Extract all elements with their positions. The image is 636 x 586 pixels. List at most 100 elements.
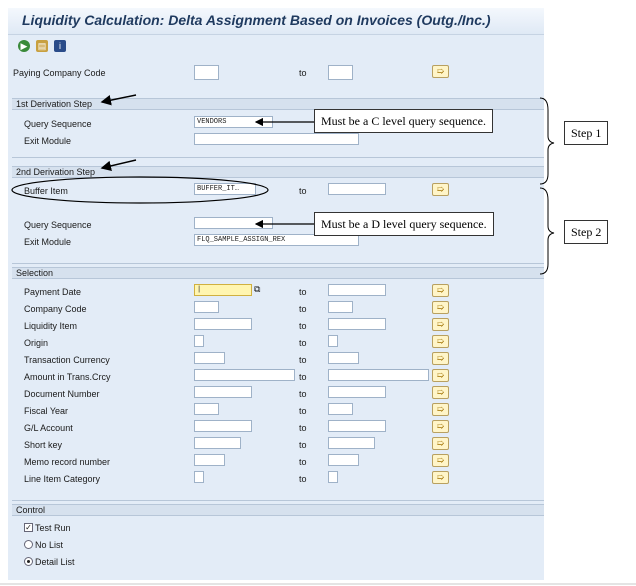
fiscal-year-to-input[interactable] [328,403,353,415]
detail-list-label: Detail List [35,557,75,567]
transaction-currency-from-input[interactable] [194,352,225,364]
to-label: to [299,423,307,433]
line-item-category-label: Line Item Category [24,474,101,484]
payment-date-from-input[interactable]: | [194,284,252,296]
query-sequence-input[interactable]: VENDORS [194,116,273,128]
step2-section-header: 2nd Derivation Step [12,166,544,178]
to-label: to [299,389,307,399]
memo-record-number-from-input[interactable] [194,454,225,466]
variant-icon[interactable]: ▤ [36,40,48,52]
amount-from-input[interactable] [194,369,295,381]
paying-company-label: Paying Company Code [13,68,106,78]
callout-c-level: Must be a C level query sequence. [314,109,493,133]
buffer-item-from-input[interactable]: BUFFER_IT… [194,183,256,195]
to-label: to [299,440,307,450]
payment-date-label: Payment Date [24,287,82,297]
buffer-item-to-input[interactable] [328,183,386,195]
company-code-to-input[interactable] [328,301,353,313]
info-icon[interactable]: i [54,40,66,52]
to-label: to [299,287,307,297]
exit-module-label: Exit Module [24,136,72,146]
selection-group [12,279,544,501]
short-key-from-input[interactable] [194,437,241,449]
origin-from-input[interactable] [194,335,204,347]
no-list-radio[interactable] [24,540,33,549]
transaction-currency-label: Transaction Currency [24,355,110,365]
amount-label: Amount in Trans.Crcy [24,372,111,382]
line-item-category-from-input[interactable] [194,471,204,483]
document-number-to-input[interactable] [328,386,386,398]
liquidity-item-from-input[interactable] [194,318,252,330]
transaction-currency-to-input[interactable] [328,352,359,364]
window-title: Liquidity Calculation: Delta Assignment … [22,12,491,28]
amount-to-input[interactable] [328,369,429,381]
short-key-to-input[interactable] [328,437,375,449]
payment-date-to-input[interactable] [328,284,386,296]
query-sequence-label: Query Sequence [24,119,92,129]
multiple-selection-button[interactable]: ➯ [432,335,449,348]
exit-module-label: Exit Module [24,237,72,247]
calendar-icon[interactable]: ⧉ [254,284,261,294]
test-run-label: Test Run [35,523,71,533]
fiscal-year-from-input[interactable] [194,403,219,415]
multiple-selection-button[interactable]: ➯ [432,183,449,196]
gl-account-to-input[interactable] [328,420,386,432]
gl-account-label: G/L Account [24,423,73,433]
paying-company-to-input[interactable] [328,65,353,80]
selection-header-text: Selection [16,268,54,278]
line-item-category-to-input[interactable] [328,471,338,483]
step2-header-text: 2nd Derivation Step [16,167,96,177]
multiple-selection-button[interactable]: ➯ [432,420,449,433]
multiple-selection-button[interactable]: ➯ [432,369,449,382]
detail-list-radio[interactable] [24,557,33,566]
multiple-selection-button[interactable]: ➯ [432,386,449,399]
exit-module-input[interactable]: FLQ_SAMPLE_ASSIGN_REX [194,234,359,246]
memo-record-number-to-input[interactable] [328,454,359,466]
test-run-checkbox[interactable]: ✓ [24,523,33,532]
short-key-label: Short key [24,440,63,450]
origin-to-input[interactable] [328,335,338,347]
multiple-selection-button[interactable]: ➯ [432,318,449,331]
step2-group [12,178,544,264]
multiple-selection-button[interactable]: ➯ [432,403,449,416]
multiple-selection-button[interactable]: ➯ [432,284,449,297]
control-section-header: Control [12,504,544,516]
multiple-selection-button[interactable]: ➯ [432,471,449,484]
execute-icon[interactable]: ▶ [18,40,30,52]
fiscal-year-label: Fiscal Year [24,406,69,416]
no-list-label: No List [35,540,64,550]
multiple-selection-button[interactable]: ➯ [432,301,449,314]
multiple-selection-button[interactable]: ➯ [432,65,449,78]
to-label: to [299,304,307,314]
step2-box: Step 2 [564,220,609,244]
to-label: to [299,474,307,484]
step1-group [12,110,544,158]
callout-d-level: Must be a D level query sequence. [314,212,494,236]
to-label: to [299,406,307,416]
document-number-label: Document Number [24,389,100,399]
company-code-from-input[interactable] [194,301,219,313]
document-number-from-input[interactable] [194,386,252,398]
title-bar: Liquidity Calculation: Delta Assignment … [8,8,544,35]
to-label: to [299,372,307,382]
query-sequence-input[interactable] [194,217,273,229]
step1-header-text: 1st Derivation Step [16,99,93,109]
to-label: to [299,321,307,331]
multiple-selection-button[interactable]: ➯ [432,352,449,365]
liquidity-item-to-input[interactable] [328,318,386,330]
to-label: to [299,338,307,348]
gl-account-from-input[interactable] [194,420,252,432]
to-label: to [299,186,307,196]
paying-company-from-input[interactable] [194,65,219,80]
to-label: to [299,355,307,365]
query-sequence-label: Query Sequence [24,220,92,230]
to-label: to [299,457,307,467]
multiple-selection-button[interactable]: ➯ [432,454,449,467]
sap-window: Liquidity Calculation: Delta Assignment … [8,8,544,580]
origin-label: Origin [24,338,49,348]
control-header-text: Control [16,505,46,515]
exit-module-input[interactable] [194,133,359,145]
selection-section-header: Selection [12,267,544,279]
company-code-label: Company Code [24,304,87,314]
multiple-selection-button[interactable]: ➯ [432,437,449,450]
